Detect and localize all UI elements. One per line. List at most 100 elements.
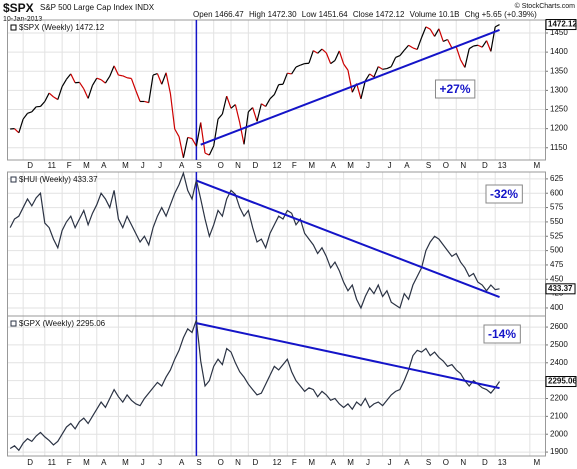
y-tick-label: 1150 [550,143,568,152]
annotation-box [434,79,476,99]
x-tick-label: D [482,458,488,467]
x-tick-label: N [460,161,466,170]
x-tick-label: S [196,161,201,170]
x-tick-label: M [308,161,315,170]
price-segment [273,84,280,95]
price-segment [226,95,232,109]
price-segment [325,52,332,64]
legend-entry: $HUI (Weekly) 433.37 [19,175,98,184]
price-segment [126,77,132,80]
y-tick-label: 2100 [550,411,568,420]
quote-item: Low 1451.64 [302,10,348,19]
x-tick-label: D [482,161,488,170]
price-segment [256,103,262,122]
last-value-label: 433.37 [548,284,573,293]
price-segment [174,128,180,137]
x-tick-label: 13 [498,161,507,170]
y-tick-label: 625 [550,174,564,183]
x-tick-label: D [252,458,258,467]
price-segment [195,122,202,147]
price-segment [200,122,206,154]
price-segment [455,46,462,60]
price-segment [22,112,28,120]
x-tick-label: J [388,458,392,467]
trend-line [196,322,500,390]
date: 10-Jan-2013 [3,16,42,23]
price-segment [399,49,405,56]
price-segment [291,66,297,75]
price-segment [208,145,215,156]
x-tick-label: J [158,161,162,170]
price-segment [118,74,123,77]
x-tick-label: F [292,458,297,467]
y-tick-label: 1300 [550,85,568,94]
x-tick-label: F [67,458,72,467]
price-segment [239,122,245,145]
price-segment [221,95,228,115]
price-segment [468,45,474,50]
price-segment [300,63,305,66]
legend-swatch [10,24,17,31]
trend-line [200,29,500,146]
price-segment [135,90,141,102]
price-segment [122,75,128,79]
legend-swatch [10,176,17,183]
price-segment [434,28,440,37]
price-segment [87,85,94,99]
x-tick-label: M [122,161,129,170]
price-segment [53,96,59,101]
price-segment [395,55,401,59]
price-segment [295,64,301,68]
y-tick-label: 2200 [550,394,568,403]
price-segment [481,40,488,48]
price-segment [373,66,379,78]
price-segment [317,48,323,54]
price-segment [169,93,176,130]
price-segment [282,72,288,85]
x-tick-label: 13 [498,458,507,467]
annotation: -32% [490,187,518,201]
price-segment [109,65,115,77]
price-segment [360,80,366,99]
price-segment [464,48,470,68]
price-segment [96,77,102,81]
x-tick-label: M [308,458,315,467]
price-segment [412,47,418,51]
trend-line [196,179,500,299]
x-tick-label: M [534,458,541,467]
price-segment [27,111,33,114]
price-line [9,319,501,452]
x-tick-label: A [404,458,410,467]
price-segment [477,44,483,48]
price-segment [265,98,271,107]
y-tick-label: 450 [550,274,564,283]
x-tick-label: A [331,458,337,467]
credit: © StockCharts.com [515,2,576,10]
x-tick-label: J [141,161,145,170]
annotation: -14% [488,327,516,341]
price-segment [178,136,184,158]
x-tick-label: D [27,458,33,467]
x-tick-label: M [347,458,354,467]
last-value-label: 1472.12 [548,20,577,29]
price-segment [403,44,410,51]
price-segment [261,103,266,107]
price-segment [308,50,314,64]
x-tick-label: A [331,161,337,170]
y-tick-label: 525 [550,231,564,240]
y-tick-label: 2600 [550,322,568,331]
quote-item: High 1472.30 [249,10,297,19]
price-segment [386,66,392,70]
x-tick-label: N [235,161,241,170]
last-value-box [545,376,577,388]
quote-item: Open 1466.47 [193,10,244,19]
quote-item: Chg +5.65 (+0.39%) [465,10,537,19]
y-tick-label: 600 [550,188,564,197]
x-tick-label: 12 [273,458,282,467]
price-segment [390,57,397,67]
x-tick-label: J [366,161,370,170]
price-segment [287,72,292,75]
security-name: S&P 500 Large Cap Index INDX [40,3,155,12]
price-segment [65,73,72,80]
